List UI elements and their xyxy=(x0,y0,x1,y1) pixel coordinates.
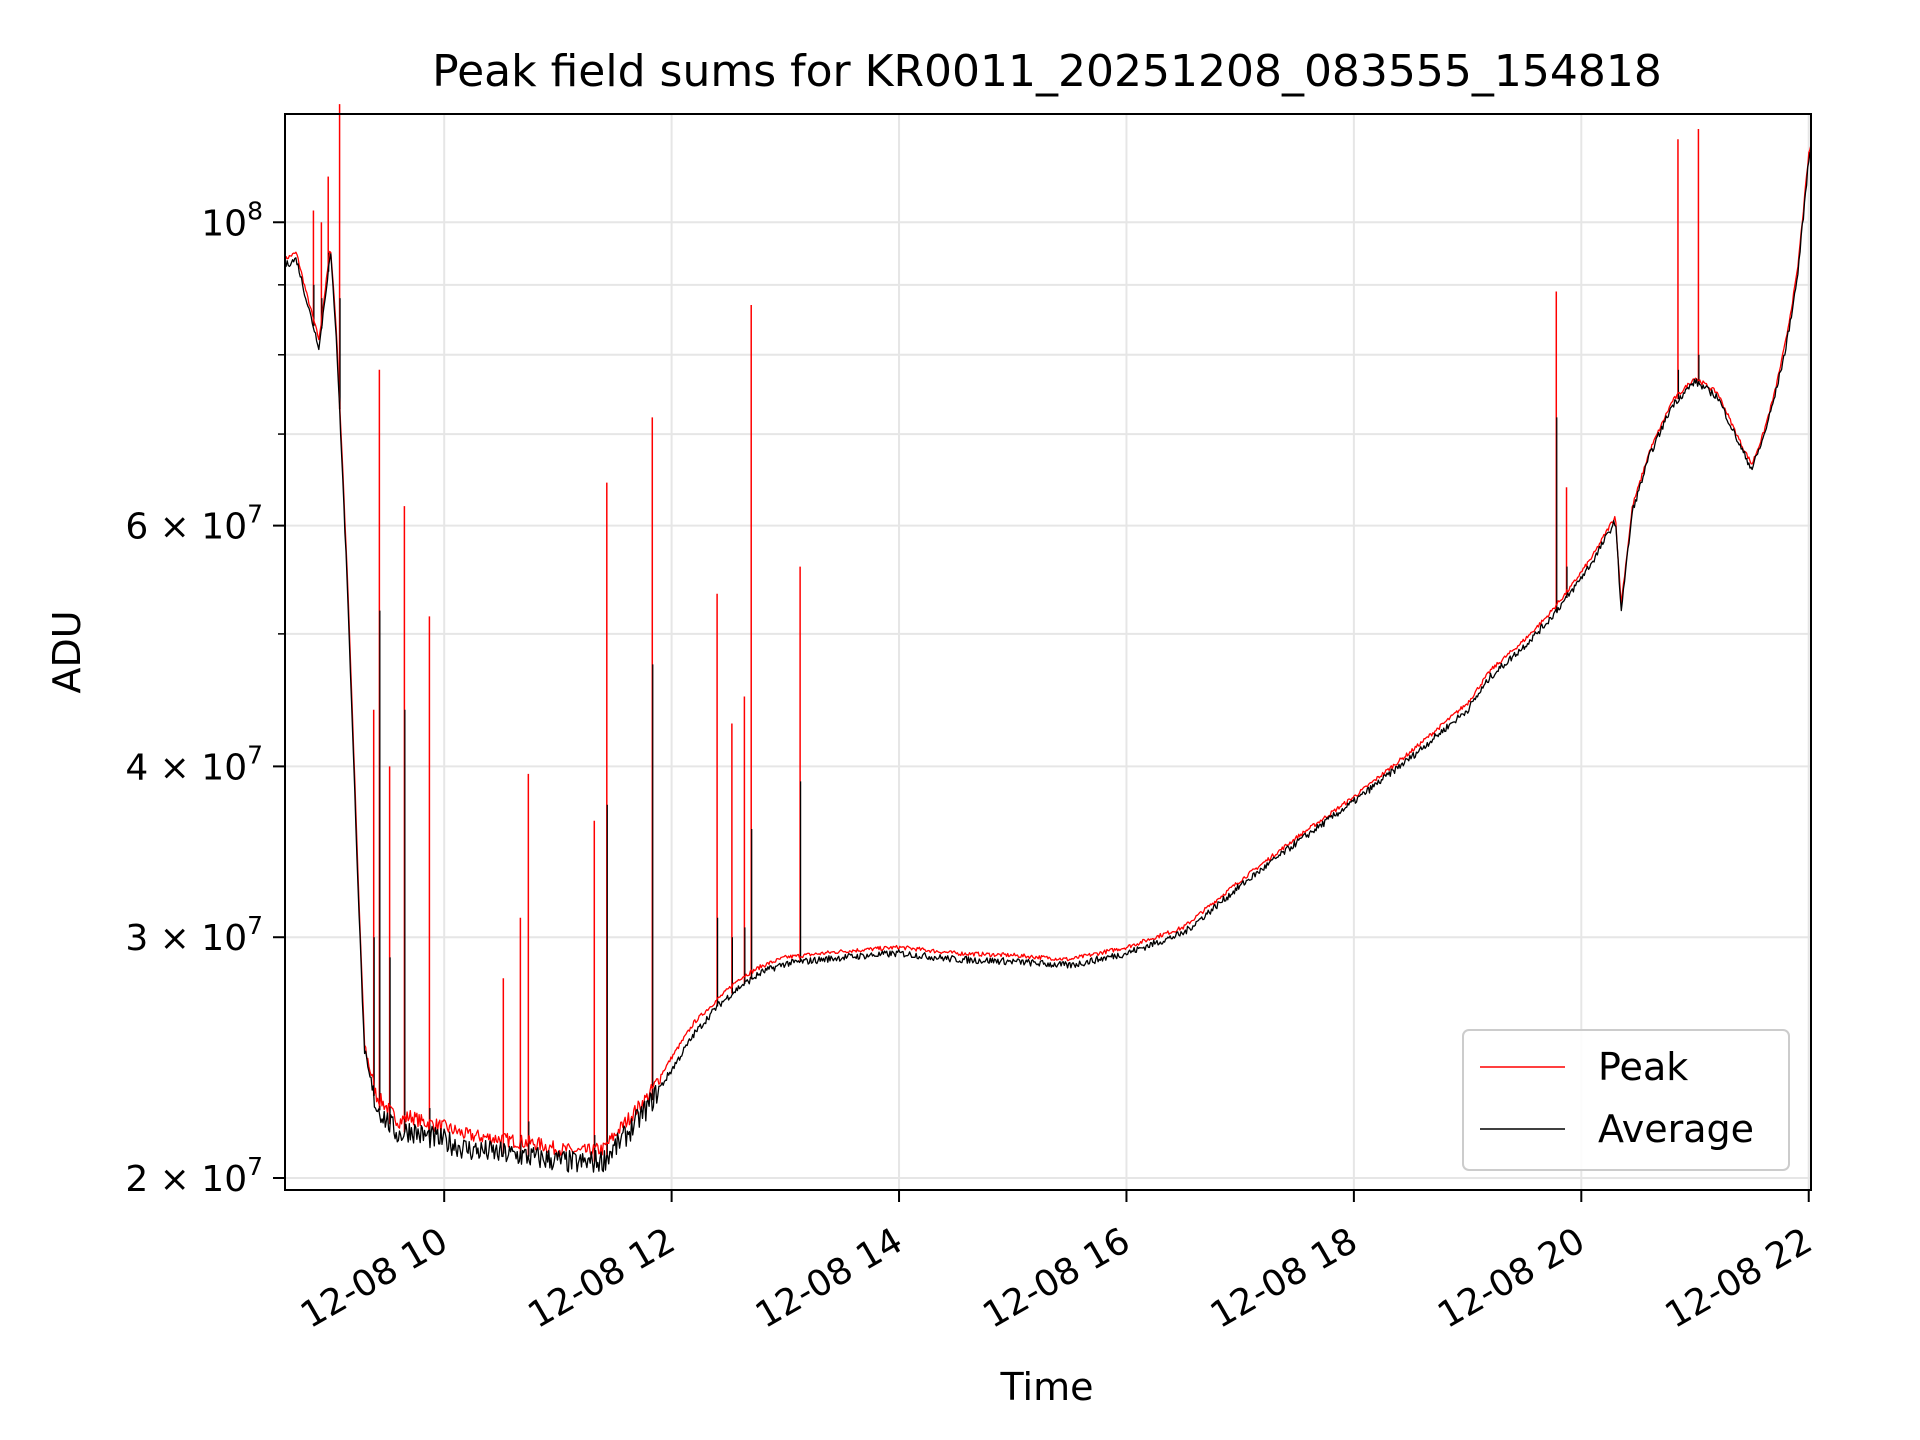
y-tick-label: 2 × 107 xyxy=(125,1152,263,1200)
series-lines xyxy=(284,104,1812,1173)
legend: Peak Average xyxy=(1462,1029,1790,1171)
x-axis-label: Time xyxy=(1000,1365,1094,1409)
gridlines xyxy=(285,114,1811,1190)
legend-average-label: Average xyxy=(1598,1107,1754,1151)
legend-box xyxy=(1462,1029,1790,1171)
y-tick-label: 108 xyxy=(201,196,263,244)
y-tick-label: 4 × 107 xyxy=(125,740,263,788)
average-line xyxy=(284,150,1812,1173)
plot-frame xyxy=(284,113,1812,1191)
y-tick-label: 6 × 107 xyxy=(125,500,263,548)
y-axis-label: ADU xyxy=(45,610,89,693)
peak-line xyxy=(284,144,1812,1158)
y-axis-ticks: 2 × 107 3 × 107 4 × 107 6 × 107 108 xyxy=(125,196,285,1200)
legend-peak-label: Peak xyxy=(1598,1045,1688,1089)
chart-title: Peak field sums for KR0011_20251208_0835… xyxy=(432,46,1662,97)
y-tick-label: 3 × 107 xyxy=(125,911,263,959)
